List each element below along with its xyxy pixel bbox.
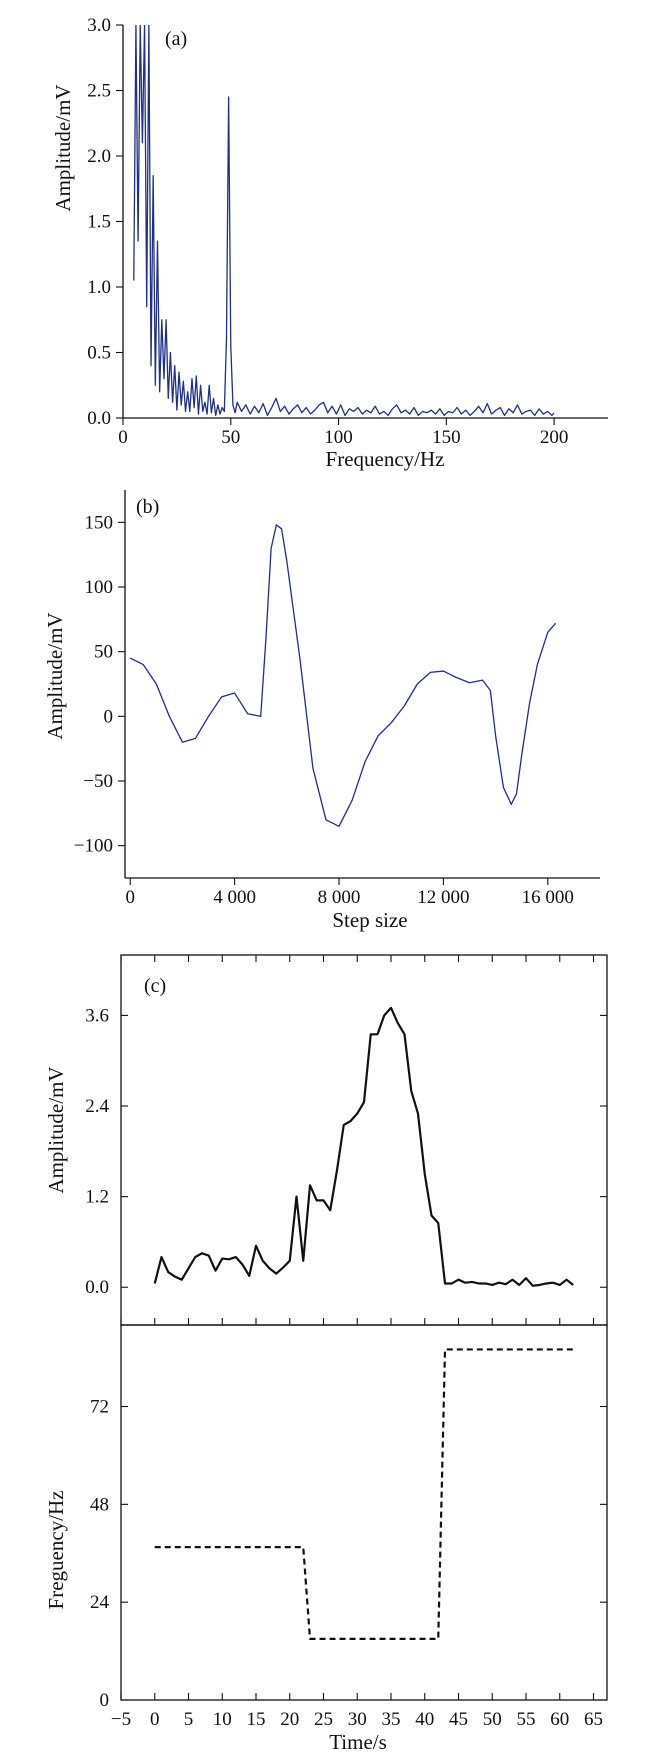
chart-c-frequency-x-tick-label: 20 <box>280 1709 299 1730</box>
chart-c-panel-label: (c) <box>144 975 166 997</box>
chart-c-frequency-x-tick-label: 35 <box>382 1709 401 1730</box>
chart-c-amplitude-axes: 0.0 1.2 2.4 3.6 <box>85 954 608 1326</box>
chart-a-y-tick-label: 2.0 <box>87 146 111 167</box>
chart-a-x-tick-label: 100 <box>324 427 353 448</box>
chart-c-frequency-x-tick-label: 25 <box>314 1709 333 1730</box>
chart-a-x-tick-label: 0 <box>118 427 128 448</box>
chart-c-amplitude-series <box>153 1006 574 1287</box>
chart-c-amplitude-y-tick-label: 3.6 <box>85 1005 109 1026</box>
chart-a-panel-label: (a) <box>165 28 187 50</box>
chart-a-y-tick-label: 2.5 <box>87 81 111 102</box>
chart-c-frequency-x-tick-label: 50 <box>483 1709 502 1730</box>
chart-c-frequency-y-tick-label: 48 <box>90 1494 109 1515</box>
chart-c-frequency-x-tick-label: 60 <box>550 1709 569 1730</box>
chart-a-y-axis-title: Amplitude/mV <box>51 84 75 211</box>
chart-c-y-axis-title: Amplitude/mV <box>44 1066 68 1193</box>
chart-a-y-tick-label: 1.5 <box>87 212 111 233</box>
chart-c-frequency-series-line <box>154 1348 574 1640</box>
chart-c-frequency-x-tick-label: 0 <box>150 1709 160 1730</box>
chart-c-frequency-x-tick-label: 5 <box>184 1709 194 1730</box>
chart-b-x-axis-title: Step size <box>332 908 407 932</box>
chart-c-frequency-series <box>154 1348 574 1640</box>
chart-a-x-tick-label: 150 <box>432 427 461 448</box>
chart-b-x-tick-label: 8 000 <box>318 887 361 908</box>
chart-b-panel-label: (b) <box>136 496 159 518</box>
chart-b-y-tick-label: 150 <box>85 512 114 533</box>
chart-a-axes: 0 50 100 150 200 0.0 0.5 1.0 1.5 2.0 2.5 3.0 <box>87 15 608 448</box>
chart-c-frequency-y-axis-title: Freguency/Hz <box>44 1491 68 1610</box>
chart-c-frequency-y-tick-label: 72 <box>90 1397 109 1418</box>
chart-c-frequency-x-tick-label: −5 <box>111 1709 131 1730</box>
chart-b-x-tick-label: 0 <box>125 887 135 908</box>
chart-c-amplitude-y-tick-label: 0.0 <box>85 1277 109 1298</box>
chart-c-x-axis-title: Time/s <box>329 1730 387 1754</box>
chart-c-amplitude-series-line <box>153 1006 574 1287</box>
chart-c-frequency-x-tick-label: 10 <box>213 1709 232 1730</box>
chart-c-frequency-x-tick-label: 15 <box>247 1709 266 1730</box>
chart-c-frequency-y-tick-label: 0 <box>100 1690 110 1711</box>
chart-b-series <box>129 524 557 827</box>
chart-b-y-tick-label: 50 <box>94 642 113 663</box>
chart-a-series-line <box>133 25 555 417</box>
chart-c-frequency-y-tick-label: 24 <box>90 1592 110 1613</box>
chart-c-frequency-x-tick-label: 65 <box>584 1709 603 1730</box>
chart-c-frequency-x-tick-label: 55 <box>517 1709 536 1730</box>
chart-c-amplitude: 0.0 1.2 2.4 3.6 (c) Amplitude/mV <box>44 954 608 1326</box>
chart-b-x-tick-label: 16 000 <box>522 887 574 908</box>
chart-a-y-tick-label: 0.0 <box>87 408 111 429</box>
chart-b-axes: 0 4 000 8 000 12 000 16 000 −100 −50 0 50 100 150 <box>74 490 600 908</box>
chart-b-y-tick-label: −100 <box>74 836 113 857</box>
chart-a-y-tick-label: 0.5 <box>87 343 111 364</box>
chart-c-amplitude-frame <box>120 954 608 1326</box>
chart-b-y-tick-label: −50 <box>83 771 113 792</box>
chart-a: 0 50 100 150 200 0.0 0.5 1.0 1.5 2.0 2.5 3.0 (a) Fr… <box>51 15 608 471</box>
chart-a-series <box>133 25 555 417</box>
chart-b-series-line <box>129 524 557 827</box>
chart-c-frequency-x-tick-label: 45 <box>449 1709 468 1730</box>
chart-b-y-tick-label: 100 <box>85 577 114 598</box>
chart-b-y-axis-title: Amplitude/mV <box>43 612 67 739</box>
chart-b-x-tick-label: 12 000 <box>417 887 469 908</box>
chart-a-x-tick-label: 200 <box>540 427 569 448</box>
chart-a-y-tick-label: 3.0 <box>87 15 111 36</box>
chart-a-y-tick-label: 1.0 <box>87 277 111 298</box>
chart-c-frequency-x-tick-label: 30 <box>348 1709 367 1730</box>
chart-a-x-axis-title: Frequency/Hz <box>326 447 445 471</box>
chart-c-amplitude-y-tick-label: 2.4 <box>85 1096 109 1117</box>
chart-c-amplitude-y-tick-label: 1.2 <box>85 1187 109 1208</box>
chart-c-frequency-x-tick-label: 40 <box>415 1709 434 1730</box>
chart-c-frequency-frame <box>120 1324 608 1701</box>
chart-b-x-tick-label: 4 000 <box>213 887 256 908</box>
chart-b-y-tick-label: 0 <box>104 706 114 727</box>
chart-a-x-tick-label: 50 <box>221 427 240 448</box>
